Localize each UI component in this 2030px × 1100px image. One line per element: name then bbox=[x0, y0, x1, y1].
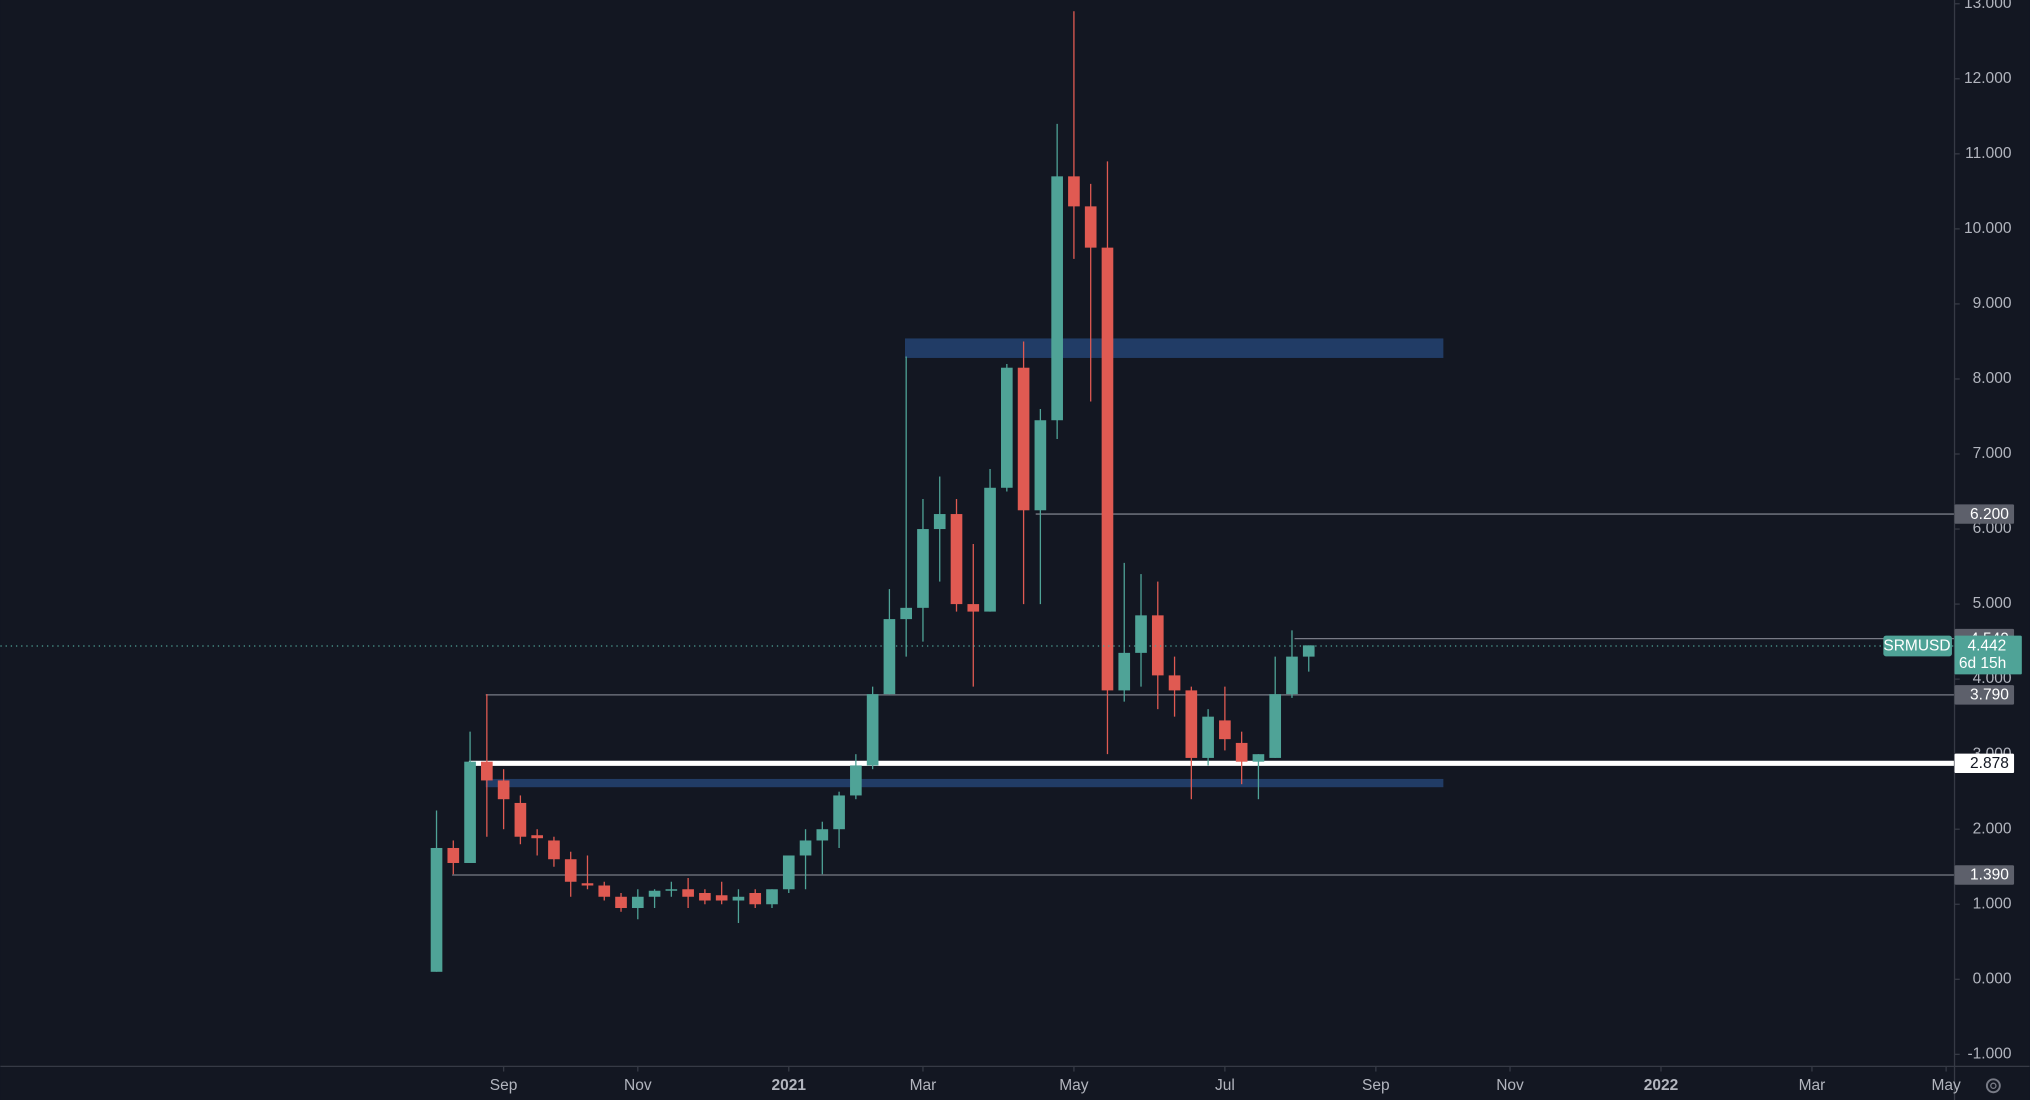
y-tick-label: 9.000 bbox=[1973, 295, 2012, 312]
y-tick-label: 13.000 bbox=[1964, 0, 2012, 12]
y-tick-label: 6.000 bbox=[1973, 520, 2012, 537]
candle-body bbox=[564, 859, 577, 882]
x-tick-label: Sep bbox=[490, 1077, 518, 1094]
candle-body bbox=[497, 780, 510, 800]
x-tick-label: Mar bbox=[1799, 1077, 1826, 1094]
candle-body bbox=[950, 514, 963, 605]
candle-body bbox=[749, 893, 762, 905]
candle-body bbox=[1269, 694, 1282, 758]
x-tick-label: May bbox=[1059, 1077, 1089, 1094]
candle-body bbox=[665, 889, 678, 891]
x-tick-label: Jul bbox=[1215, 1077, 1235, 1094]
zone bbox=[905, 338, 1444, 358]
x-tick-label: Mar bbox=[910, 1077, 937, 1094]
symbol-label: SRMUSD bbox=[1883, 638, 1950, 655]
candle-body bbox=[984, 487, 996, 612]
level-label: 3.790 bbox=[1970, 687, 2009, 704]
level-label: 6.200 bbox=[1970, 506, 2009, 523]
candle-body bbox=[732, 896, 745, 901]
level-label-box bbox=[1954, 504, 2015, 524]
x-tick-label: 2022 bbox=[1644, 1077, 1679, 1094]
symbol-box bbox=[1883, 635, 1952, 657]
y-tick-label: 0.000 bbox=[1973, 970, 2012, 987]
candle-body bbox=[850, 765, 862, 796]
x-tick-label: May bbox=[1931, 1077, 1961, 1094]
candle-body bbox=[682, 889, 694, 897]
candle-body bbox=[1135, 615, 1147, 653]
candle-body bbox=[1118, 652, 1131, 691]
x-tick-label: Nov bbox=[624, 1077, 652, 1094]
level-label: 2.878 bbox=[1970, 755, 2009, 772]
level-label-box bbox=[1954, 685, 2015, 705]
candle-body bbox=[631, 896, 644, 909]
candle-body bbox=[782, 855, 795, 890]
y-tick-label: 5.000 bbox=[1973, 595, 2012, 612]
y-tick-label: 11.000 bbox=[1965, 145, 2012, 162]
candle-body bbox=[833, 795, 845, 830]
y-tick-label: 2.000 bbox=[1973, 820, 2012, 837]
y-tick-label: 7.000 bbox=[1973, 445, 2012, 462]
candle-body bbox=[1101, 247, 1114, 691]
candle-body bbox=[917, 529, 929, 608]
candle-body bbox=[715, 895, 728, 901]
y-tick-label: 8.000 bbox=[1973, 370, 2012, 387]
candle-body bbox=[648, 890, 661, 897]
candle-body bbox=[799, 840, 812, 856]
candle-body bbox=[430, 847, 443, 972]
candle-body bbox=[1286, 656, 1298, 695]
candle-body bbox=[1017, 367, 1030, 511]
level-label-box bbox=[1954, 753, 2015, 774]
y-tick-label: 10.000 bbox=[1964, 220, 2012, 237]
candle-body bbox=[531, 835, 543, 839]
candle-body bbox=[598, 885, 611, 897]
y-tick-label: -1.000 bbox=[1967, 1045, 2011, 1062]
candle-body bbox=[699, 893, 711, 901]
candle-body bbox=[1001, 367, 1013, 488]
candle-body bbox=[548, 840, 560, 860]
candle-body bbox=[766, 889, 778, 905]
candle-body bbox=[1084, 206, 1097, 248]
candle-body bbox=[1068, 176, 1080, 207]
candle-body bbox=[1302, 645, 1315, 657]
level-label-box bbox=[1954, 865, 2015, 885]
candle-body bbox=[464, 761, 476, 863]
candle-body bbox=[514, 802, 527, 837]
candle-body bbox=[1168, 675, 1181, 691]
countdown-label: 6d 15h bbox=[1959, 655, 2006, 672]
settings-icon[interactable] bbox=[1985, 1078, 2001, 1094]
y-tick-label: 4.000 bbox=[1973, 670, 2012, 687]
last-price-label: 4.442 bbox=[1967, 638, 2006, 655]
candle-body bbox=[883, 619, 896, 695]
y-tick-label: 1.000 bbox=[1973, 895, 2012, 912]
x-tick-label: 2021 bbox=[772, 1077, 807, 1094]
zone bbox=[485, 778, 1444, 788]
candle-body bbox=[1034, 420, 1047, 511]
x-tick-label: Nov bbox=[1496, 1077, 1524, 1094]
candle-body bbox=[1202, 716, 1214, 758]
x-tick-label: Sep bbox=[1362, 1077, 1390, 1094]
candle-body bbox=[816, 829, 829, 841]
level-label: 1.390 bbox=[1970, 867, 2009, 884]
candle-body bbox=[1051, 176, 1063, 421]
candle-body bbox=[1235, 742, 1248, 762]
candle-body bbox=[933, 514, 946, 530]
candle-body bbox=[581, 883, 594, 886]
candle-body bbox=[900, 607, 913, 620]
candle-body bbox=[967, 604, 980, 612]
candle-body bbox=[447, 847, 460, 863]
y-tick-label: 12.000 bbox=[1964, 70, 2012, 87]
candle-body bbox=[481, 761, 493, 781]
candle-body bbox=[866, 694, 879, 766]
candle-body bbox=[1185, 690, 1198, 758]
plot bbox=[0, 11, 1955, 972]
candle-body bbox=[1219, 720, 1231, 740]
candle-body bbox=[615, 896, 627, 909]
candle-body bbox=[1151, 615, 1164, 676]
price-box bbox=[1954, 635, 2022, 675]
candle-body bbox=[1252, 754, 1265, 762]
